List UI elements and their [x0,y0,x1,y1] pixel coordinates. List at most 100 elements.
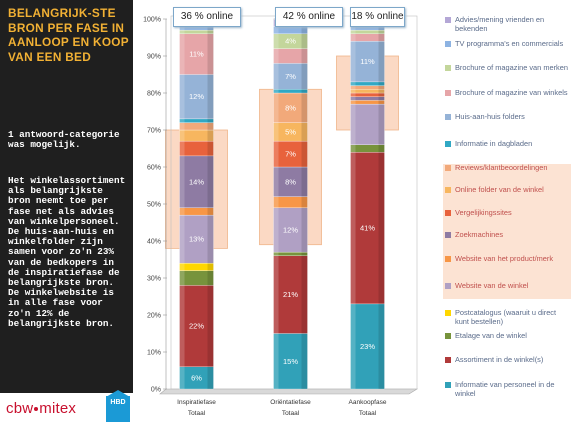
bar-segment-shade [378,104,385,145]
bar-segment-shade [301,196,308,208]
bar-segment-shine [179,215,185,264]
bar-segment-shine [179,207,185,216]
data-label: 12% [189,92,204,101]
left-panel: BELANGRIJK-STE BRON PER FASE IN AANLOOP … [0,0,133,393]
bar-segment-shine [350,30,356,34]
data-label: 15% [283,357,298,366]
bar-segment-shine [350,100,356,105]
bar-segment-assortiment-in-de-winkel-s [179,285,214,367]
y-tick-label: 90% [147,54,161,61]
legend-label: Brochure of magazine van winkels [455,88,568,97]
legend-label: Assortiment in de winkel(s) [455,355,544,364]
y-tick-label: 100% [143,17,161,24]
legend-label: Informatie in dagbladen [455,139,533,148]
online-label-inspiratie: 36 % online [173,7,241,27]
bar-segment-shine [179,33,185,75]
bar-segment-shine [350,41,356,82]
online-label-aankoop: 18 % online [350,7,405,27]
bar-segment-shade [301,122,308,142]
legend-label: Huis-aan-huis folders [455,112,525,121]
legend-swatch [445,283,451,289]
hbd-roof-icon [106,390,130,397]
bar-segment-zoekmachines [273,166,308,197]
online-label-orientatie: 42 % online [275,7,343,27]
data-label: 11% [189,50,204,59]
legend-label: Online folder van de winkel [455,185,544,194]
x-group-label: Totaal [282,410,300,417]
bar-segment-shine [350,89,356,93]
bar-segment-shade [301,252,308,256]
bar-segment-shade [301,48,308,64]
data-label: 41% [360,224,375,233]
bar-segment-shade [301,63,308,90]
bar-segment-shade [207,130,214,142]
data-label: 12% [283,225,298,234]
bar-segment-shade [378,144,385,153]
bar-segment-shine [179,118,185,123]
bar-segment-shine [179,26,185,31]
y-tick-label: 60% [147,165,161,172]
bar-segment-shade [301,255,308,334]
bar-segment-shine [273,255,279,334]
data-label: 7% [285,72,296,81]
data-label: 22% [189,322,204,331]
bar-segment-shine [179,285,185,367]
bar-segment-shade [378,100,385,105]
bar-segment-shade [378,96,385,101]
legend-swatch [445,165,451,171]
legend-label: Reviews/klantbeoordelingen [455,163,548,172]
labels-layer: 6% 22% 13% 14% 12% 11% Inspiratiefase Totaal 15%… [177,37,387,417]
legend-swatch [445,256,451,262]
bar-segment-shade [378,81,385,86]
legend-label: Website van de winkel [455,281,529,290]
bar-segment-shine [273,167,279,197]
bar-segment-shine [273,333,279,389]
bar-segment-brochure-of-magazine-van-winkels [179,33,214,75]
legend-swatch [445,232,451,238]
axis-layer: 0% 10% 20% 30% 40% 50% 60% 70% 80% 90% 100% [143,15,419,395]
bar-segment-shine [350,104,356,145]
y-tick-label: 40% [147,239,161,246]
panel-note: 1 antwoord-categorie was mogelijk. [8,129,120,151]
bar-segment-shine [350,93,356,97]
legend-label: Advies/mening vrienden en bekenden [455,15,545,34]
bar-segment-shade [378,89,385,93]
legend-swatch [445,17,451,23]
bar-segment-shine [350,85,356,90]
logo-text-left: cbw [6,400,34,417]
bar-segment-shade [378,33,385,42]
x-category-label: Oriëntatiefase [270,399,311,406]
bar-segment-reviews-klantbeoordelingen [273,92,308,123]
bar-segment-shade [207,366,214,389]
legend-swatch [445,382,451,388]
hbd-badge-text: HBD [110,399,126,406]
y-tick-label: 30% [147,276,161,283]
y-tick-label: 80% [147,91,161,98]
bar-segment-shine [273,93,279,123]
bar-segment-shade [301,141,308,167]
hbd-logo: HBD [106,396,130,422]
bar-segment-shade [301,207,308,253]
bar-segment-shine [273,63,279,90]
legend-swatch [445,333,451,339]
data-label: 8% [285,103,296,112]
bar-segment-shine [179,30,185,34]
x-group-label: Totaal [359,410,377,417]
bar-segment-shine [350,33,356,42]
bar-segment-website-van-de-winkel [273,207,308,253]
legend-label: Brochure of magazine van merken [455,63,568,72]
data-label: 7% [285,150,296,159]
bar-segment-shade [378,303,385,389]
bar-segment-shine [273,252,279,256]
y-tick-label: 20% [147,313,161,320]
bar-segment-shine [179,74,185,119]
bar-segment-shine [350,26,356,31]
bar-segment-shade [301,333,308,389]
bar-segment-shade [378,30,385,34]
bar-segment-shade [207,263,214,271]
bar-segment-shine [179,130,185,142]
legend-label: TV programma's en commercials [455,39,564,48]
bar-segment-shade [207,207,214,216]
bar-segment-shine [273,196,279,208]
legend-swatch [445,141,451,147]
